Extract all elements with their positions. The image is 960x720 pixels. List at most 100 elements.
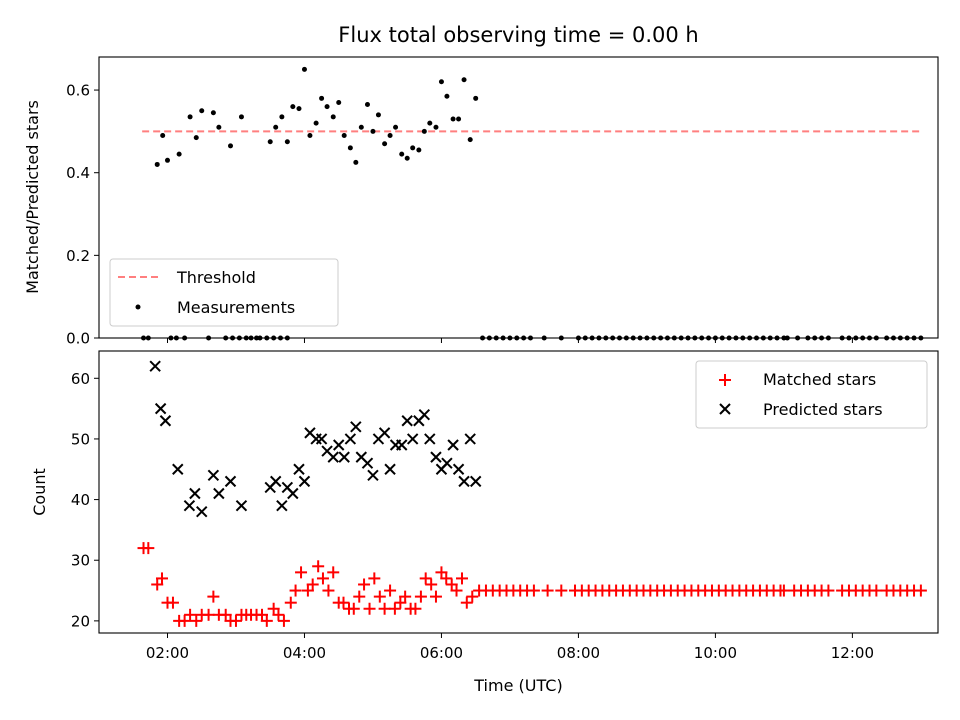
measurement-point: [347, 145, 353, 151]
predicted-star-point: [196, 506, 208, 518]
predicted-star-point: [378, 427, 391, 439]
measurement-point: [324, 104, 330, 110]
matched-star-point: [289, 584, 302, 597]
matched-star-point: [202, 608, 215, 621]
measurement-point: [467, 137, 473, 143]
measurement-point: [319, 95, 325, 101]
matched-star-point: [429, 590, 442, 603]
measurement-point: [353, 159, 359, 165]
bottom-ytick-label: 20: [71, 612, 90, 630]
predicted-star-point: [276, 499, 288, 512]
bottom-xtick-label: 10:00: [694, 644, 737, 662]
predicted-star-point: [287, 487, 299, 500]
measurement-point: [284, 139, 290, 145]
matched-star-point: [388, 602, 401, 615]
measurement-point: [444, 93, 450, 99]
measurement-point: [336, 99, 342, 105]
measurement-point: [341, 133, 347, 139]
bottom-panel: 20 30 40 50 60 02:00 04:00 06:00 08:00 10:00 12:0…: [30, 350, 939, 695]
matched-star-point: [455, 572, 468, 585]
measurement-point: [267, 139, 273, 145]
measurement-point: [193, 135, 199, 141]
legend-threshold-label: Threshold: [176, 268, 256, 287]
measurement-point: [404, 155, 410, 161]
chart-title: Flux total observing time = 0.00 h: [338, 23, 698, 47]
bottom-plot-frame: [98, 350, 939, 634]
matched-star-point: [306, 578, 319, 591]
top-ylabel: Matched/Predicted stars: [23, 100, 42, 294]
measurement-point: [364, 102, 370, 108]
matched-star-point: [260, 614, 273, 627]
matched-star-point: [219, 608, 232, 621]
measurement-point: [456, 116, 462, 122]
matched-star-point: [409, 602, 422, 615]
matched-star-point: [450, 584, 463, 597]
measurement-point: [427, 120, 433, 126]
predicted-star-point: [207, 469, 220, 482]
measurement-point: [387, 133, 393, 139]
predicted-star-point: [441, 457, 453, 469]
predicted-star-point: [159, 415, 172, 427]
measurement-point: [433, 124, 439, 130]
measurement-point: [301, 66, 307, 72]
predicted-star-point: [327, 451, 339, 463]
matched-star-point: [822, 584, 835, 597]
measurement-point: [296, 106, 302, 112]
matched-star-point: [363, 602, 376, 615]
matched-star-point: [870, 584, 883, 597]
measurement-point: [375, 112, 381, 118]
matched-star-point: [466, 590, 479, 603]
predicted-star-point: [269, 475, 282, 488]
measurement-point: [154, 161, 160, 167]
measurement-point: [290, 104, 296, 110]
predicted-star-point: [350, 421, 362, 433]
predicted-star-point: [235, 499, 248, 512]
matched-star-point: [156, 572, 169, 585]
bottom-legend: Matched stars Predicted stars: [695, 360, 928, 429]
measurement-point: [273, 124, 279, 130]
measurement-point: [382, 141, 388, 147]
bottom-ytick-label: 60: [71, 370, 90, 388]
matched-star-point: [347, 602, 360, 615]
matched-star-point: [425, 578, 438, 591]
matched-star-point: [414, 590, 427, 603]
predicted-star-point: [367, 469, 379, 482]
matched-star-point: [166, 596, 179, 609]
top-plot-frame: [98, 56, 939, 339]
bottom-xlabel: Time (UTC): [473, 676, 562, 695]
measurement-point: [199, 108, 205, 114]
measurement-point: [210, 110, 216, 116]
measurement-point: [216, 124, 222, 130]
bottom-ytick-label: 40: [71, 491, 90, 509]
bottom-xtick-label: 02:00: [146, 644, 189, 662]
measurement-point: [330, 114, 336, 120]
bottom-xtick-label: 06:00: [420, 644, 463, 662]
measurement-point: [370, 128, 376, 134]
predicted-star-point: [458, 475, 470, 488]
predicted-star-point: [338, 451, 350, 463]
matched-star-point: [316, 572, 329, 585]
matched-star-point: [190, 614, 203, 627]
matched-star-point: [527, 584, 540, 597]
matched-star-point: [435, 566, 448, 579]
matched-star-point: [914, 584, 927, 597]
predicted-star-point: [183, 499, 196, 512]
predicted-star-point: [344, 433, 357, 445]
matched-star-point: [272, 608, 285, 621]
legend-matched-swatch: [719, 374, 731, 386]
measurement-point: [410, 145, 416, 151]
predicted-star-point: [384, 463, 396, 475]
matched-star-point: [322, 584, 335, 597]
matched-star-point: [399, 590, 412, 603]
predicted-star-point: [401, 415, 413, 427]
predicted-star-point: [418, 408, 431, 421]
legend-predicted-swatch: [719, 403, 731, 415]
legend-predicted-label: Predicted stars: [763, 400, 883, 419]
predicted-star-point: [424, 433, 436, 445]
measurement-point: [187, 114, 193, 120]
measurement-point: [176, 151, 182, 157]
top-ytick-label: 0.0: [66, 330, 90, 348]
predicted-star-point: [333, 439, 345, 451]
matched-star-point: [445, 578, 458, 591]
matched-star-point: [312, 560, 325, 573]
